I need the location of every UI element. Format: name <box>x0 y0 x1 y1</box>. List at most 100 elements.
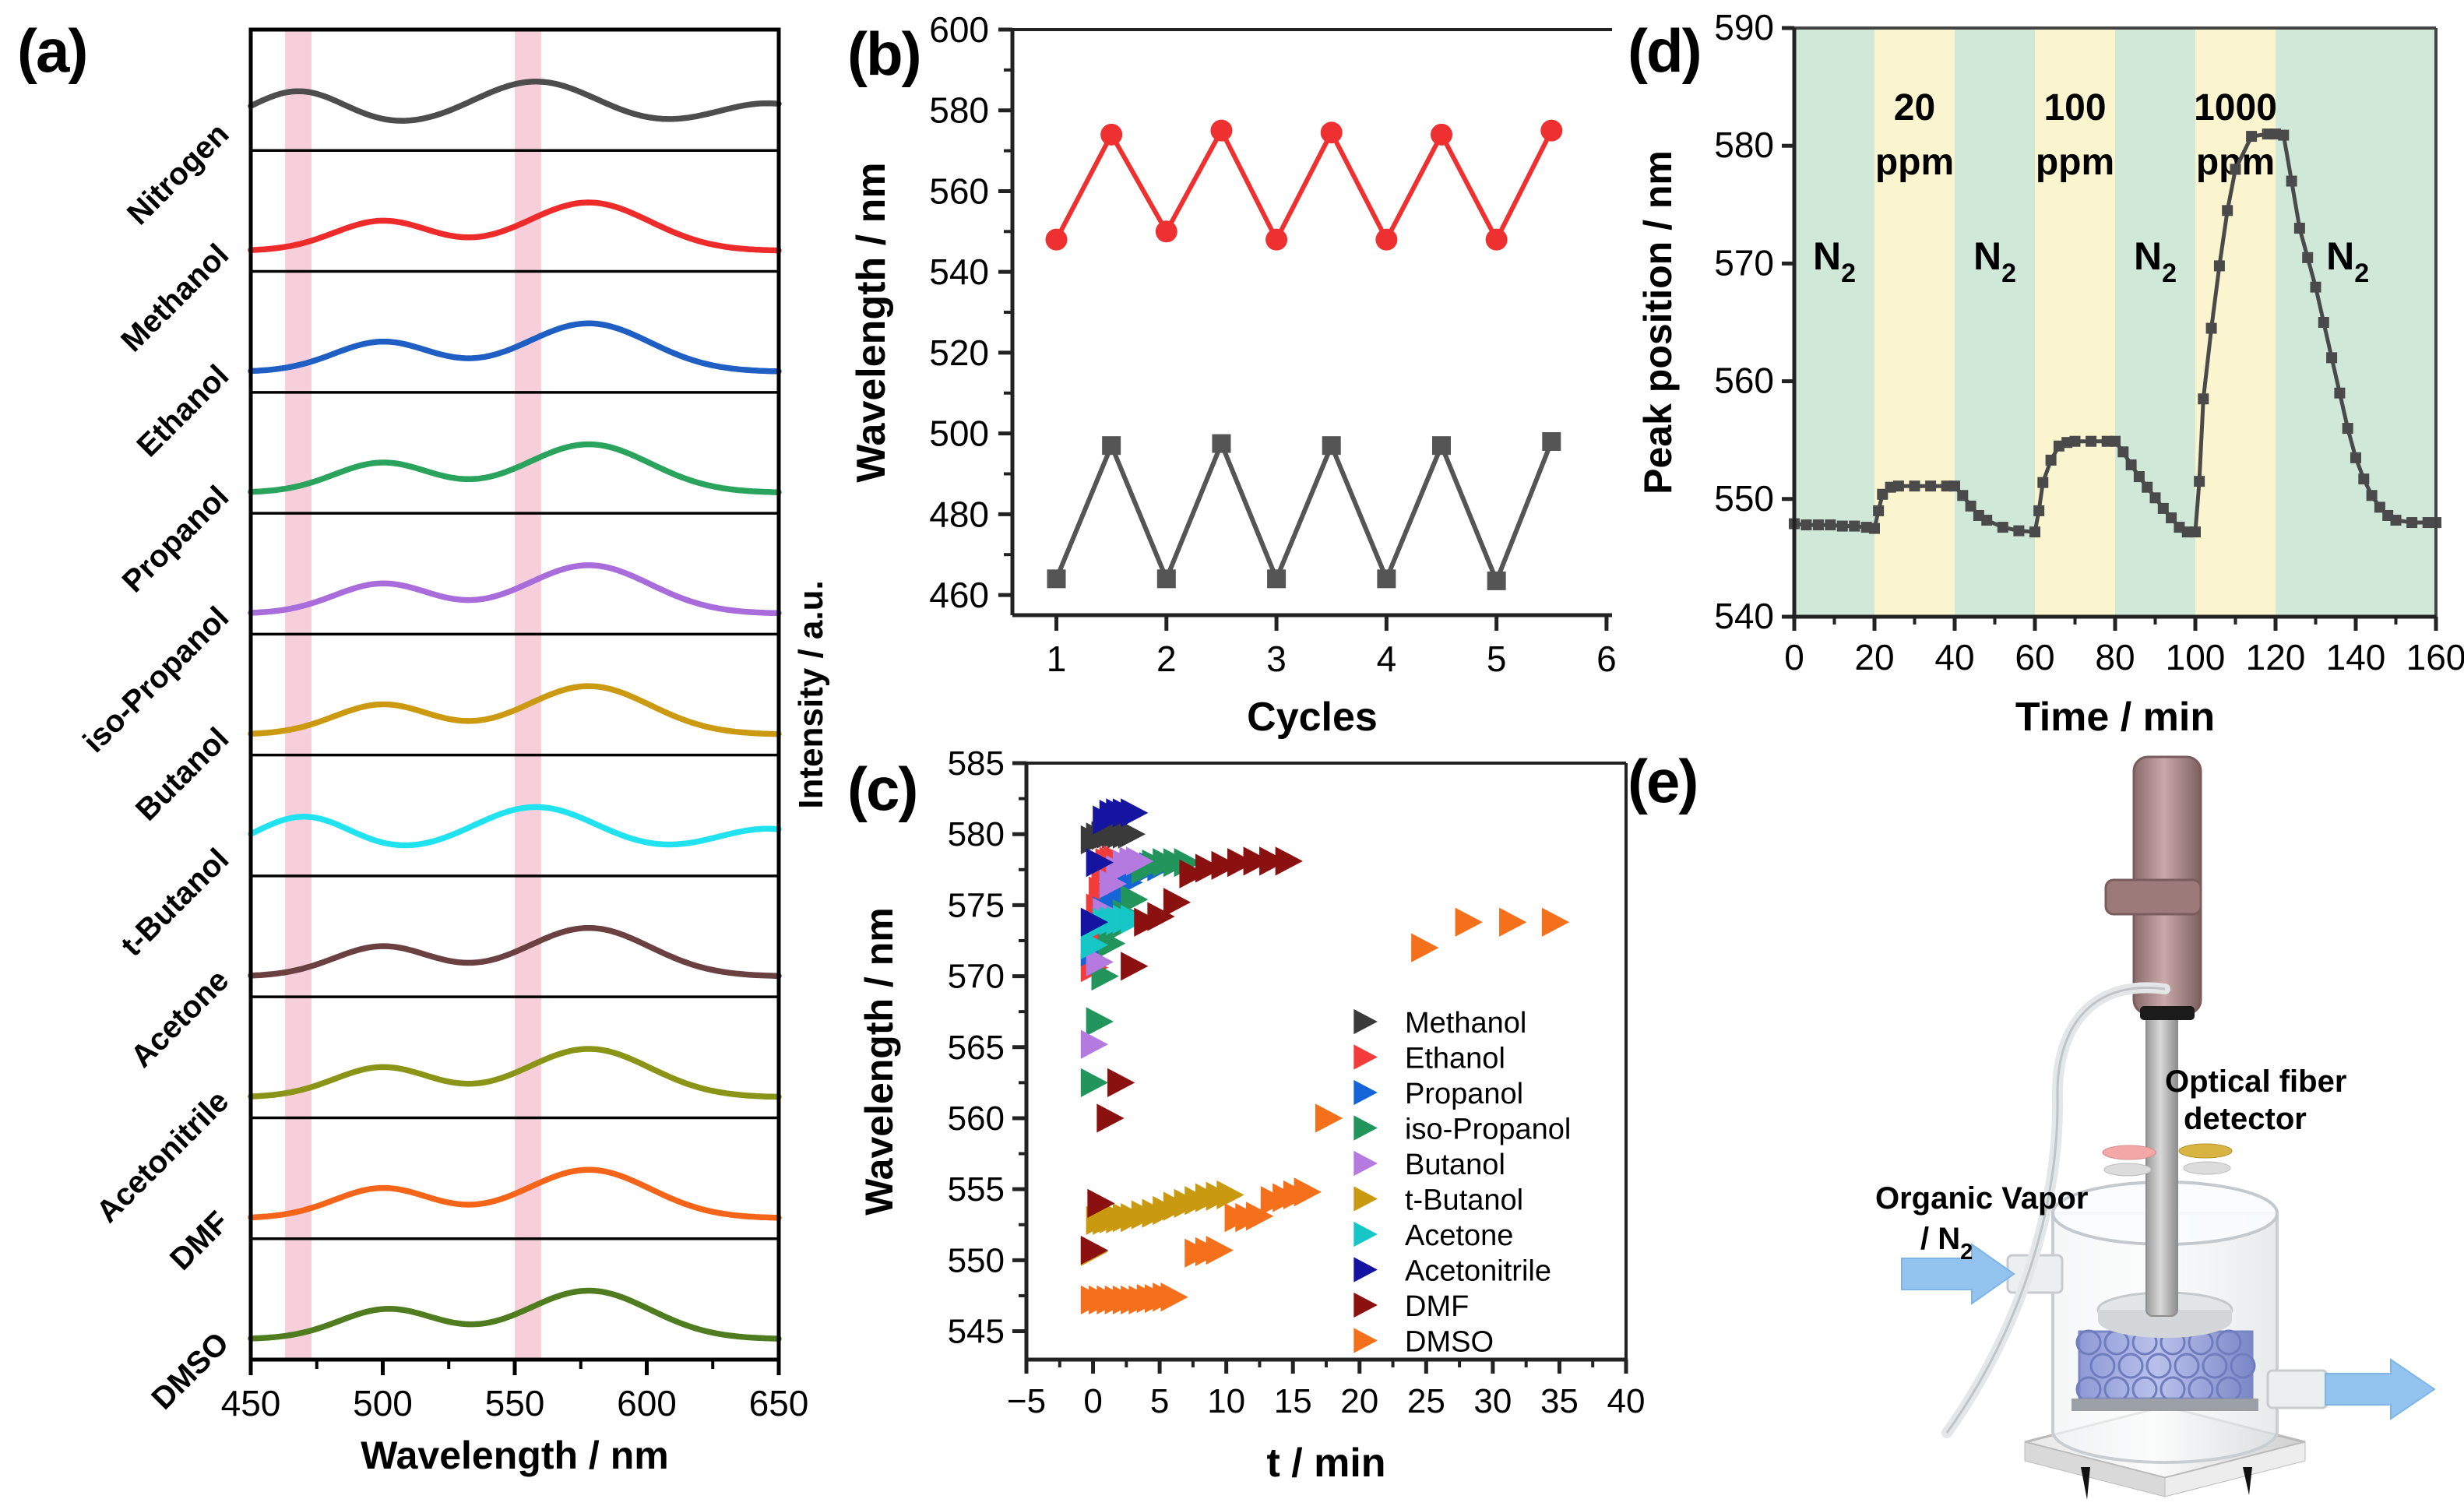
spectrum-trace-dmf <box>248 1166 782 1221</box>
data-point <box>1836 520 1848 532</box>
data-point-triangle <box>1227 848 1255 878</box>
data-point-triangle <box>1163 888 1192 917</box>
sample-slide <box>2072 1399 2258 1411</box>
legend-label-acetonitrile: Acetonitrile <box>1405 1255 1551 1288</box>
data-point <box>1485 228 1508 251</box>
x-axis-label: Wavelength / nm <box>361 1434 668 1477</box>
sample-cell <box>2202 1353 2228 1379</box>
spectrum-trace-acetone <box>248 924 782 980</box>
data-point <box>2205 322 2217 334</box>
x-tick-label: 60 <box>2015 637 2054 677</box>
y-tick-label: 480 <box>929 494 989 534</box>
data-point-triangle <box>1315 1103 1343 1133</box>
gas-band-3 <box>2035 28 2115 617</box>
detector-clamp <box>2104 878 2202 916</box>
panel-c-label: (c) <box>847 755 918 823</box>
detector-tip <box>2140 1006 2195 1020</box>
data-point <box>2302 252 2314 263</box>
x-tick-label: 4 <box>1377 639 1397 679</box>
data-point-triangle <box>1353 1008 1378 1035</box>
y-tick-label: 550 <box>948 1241 1005 1279</box>
data-point <box>2366 490 2378 501</box>
y-tick-label: 575 <box>948 886 1005 924</box>
panel-a: (a) Nitrogen Methanol Ethanol Propanol iso-P… <box>0 0 830 1506</box>
data-point <box>2350 452 2361 463</box>
data-point <box>2166 512 2177 523</box>
x-tick-label: 550 <box>485 1383 545 1423</box>
data-point-triangle <box>1353 1079 1378 1106</box>
data-point <box>2406 517 2418 529</box>
spectrum-trace-methanol <box>248 199 782 254</box>
data-point <box>2246 131 2258 143</box>
x-tick-label: 450 <box>221 1383 281 1423</box>
data-point-triangle <box>1087 1188 1115 1218</box>
legend-label-ethanol: Ethanol <box>1405 1043 1505 1075</box>
x-tick-label: 650 <box>749 1383 809 1423</box>
row-label-butanol: Butanol <box>129 721 235 827</box>
panel-a-label: (a) <box>17 16 88 85</box>
data-point <box>2069 435 2081 447</box>
sample-cell <box>2145 1353 2172 1379</box>
data-point-triangle <box>1353 1115 1378 1141</box>
panel-a-plot: NitrogenMethanolEthanolPropanoliso-Propa… <box>76 27 830 1477</box>
data-point <box>1102 436 1121 456</box>
ppm-value-1: 100 <box>2043 87 2106 128</box>
probe-shaft <box>2145 1012 2178 1317</box>
collar-grey-2 <box>2183 1161 2231 1175</box>
data-point <box>1800 519 1812 531</box>
highlight-band-0 <box>285 30 312 1360</box>
data-point <box>1542 431 1561 451</box>
x-axis-label: Time / min <box>2015 695 2215 740</box>
x-tick-label: 10 <box>1207 1382 1245 1420</box>
panel-b-label: (b) <box>847 19 922 88</box>
data-point <box>1155 220 1177 243</box>
data-point <box>1849 520 1860 532</box>
y-tick-label: 540 <box>929 252 989 292</box>
data-point <box>2045 454 2057 466</box>
data-point <box>1997 522 2008 533</box>
data-point <box>1431 123 1453 146</box>
data-point <box>2286 175 2297 187</box>
y-tick-label: 460 <box>929 575 989 615</box>
y-tick-label: 545 <box>948 1313 1005 1351</box>
x-tick-label: 0 <box>1784 637 1804 677</box>
detector-label: detector <box>2184 1102 2307 1136</box>
data-point-triangle <box>1147 902 1175 931</box>
y-tick-label: 560 <box>929 171 989 211</box>
x-tick-label: 0 <box>1083 1382 1102 1420</box>
legend-label-butanol: Butanol <box>1405 1149 1505 1181</box>
data-point-triangle <box>1455 907 1483 937</box>
data-point <box>1825 519 1836 531</box>
collar-gold <box>2178 1143 2233 1159</box>
x-tick-label: 35 <box>1540 1382 1579 1420</box>
sample-cell <box>2216 1329 2242 1356</box>
y-tick-label: 580 <box>1714 125 1774 165</box>
data-point-triangle <box>1086 1007 1114 1036</box>
data-point <box>1487 571 1506 590</box>
data-point-triangle <box>1353 1186 1378 1212</box>
legend-label-dmf: DMF <box>1405 1290 1469 1323</box>
data-point <box>2194 476 2205 487</box>
y-tick-label: 580 <box>948 815 1005 853</box>
highlight-band-1 <box>515 30 541 1360</box>
gas-band-5 <box>2195 28 2276 617</box>
optical-fiber-label: Optical fiber <box>2165 1064 2346 1099</box>
data-point-triangle <box>1121 952 1149 981</box>
sample-cell <box>2089 1353 2116 1379</box>
data-point <box>1212 434 1231 453</box>
data-point <box>1045 228 1068 251</box>
legend-label-acetone: Acetone <box>1405 1219 1513 1252</box>
data-point-triangle <box>1125 846 1154 876</box>
spectrum-trace-nitrogen <box>248 79 782 124</box>
data-point-triangle <box>1353 1328 1378 1353</box>
panel-e: (e) Optical fiber detector Organic Vapor / … <box>1620 732 2464 1506</box>
x-tick-label: 6 <box>1596 639 1617 679</box>
data-point <box>1540 119 1563 142</box>
row-label-acetone: Acetone <box>125 963 236 1075</box>
data-point-triangle <box>1080 1029 1109 1059</box>
data-point <box>2374 501 2385 513</box>
fiber-cable-outline <box>1945 986 2166 1434</box>
data-point <box>2125 459 2137 470</box>
panel-b: (b) 460 480 500 520 540 560 580 600 1 2 3 4 5 6 Cycles… <box>825 0 1651 740</box>
